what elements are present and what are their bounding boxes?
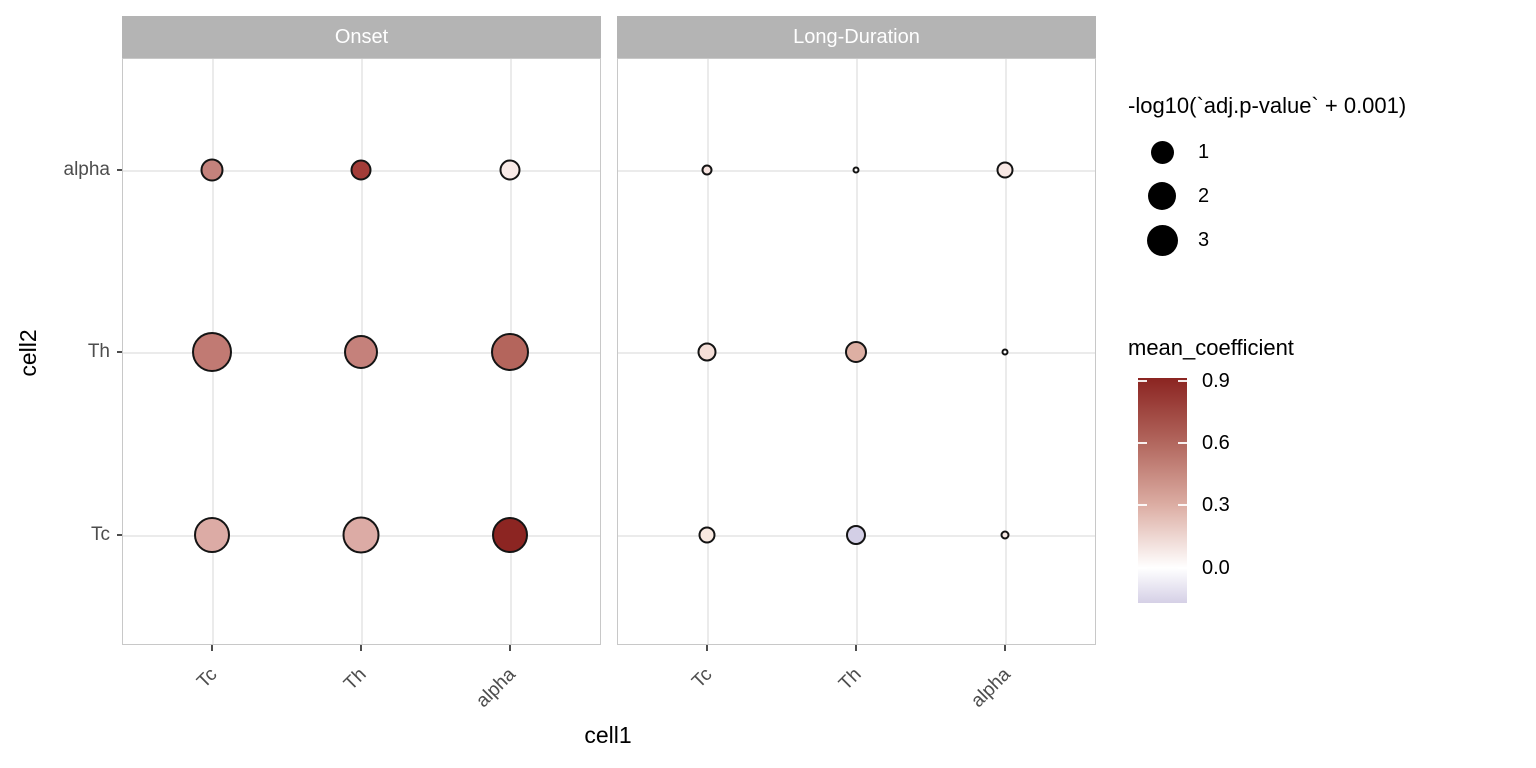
size-legend-dot-icon — [1146, 224, 1178, 256]
x-tick-label: Tc — [193, 664, 222, 693]
colorbar-tick — [1138, 379, 1147, 382]
colorbar-tick — [1138, 503, 1147, 506]
data-point — [701, 164, 713, 176]
x-tick — [360, 645, 362, 651]
y-tick-label: Tc — [91, 523, 110, 545]
colorbar-wrap: 0.9 0.6 0.3 0.0 — [1128, 370, 1294, 618]
data-point — [194, 516, 231, 553]
data-point — [342, 516, 380, 554]
colorbar-label: 0.6 — [1202, 432, 1230, 455]
size-legend-dot-icon — [1148, 182, 1176, 210]
colorbar-label: 0.9 — [1202, 369, 1230, 392]
data-point — [697, 342, 717, 362]
size-legend-dot-icon — [1150, 140, 1174, 164]
x-axis-title: cell1 — [584, 722, 632, 748]
size-legend: -log10(`adj.p-value` + 0.001) 1 2 3 — [1128, 92, 1406, 262]
y-tick-label: alpha — [63, 159, 111, 181]
colorbar-tick — [1138, 442, 1147, 445]
data-point — [344, 335, 379, 370]
x-tick-label: alpha — [471, 664, 520, 712]
data-point — [846, 524, 867, 545]
colorbar-tick — [1178, 503, 1187, 506]
x-tick — [1004, 645, 1006, 651]
colorbar-tick — [1178, 566, 1187, 569]
data-point — [852, 166, 860, 174]
data-point — [200, 158, 224, 182]
colorbar-tick — [1178, 379, 1187, 382]
data-point — [996, 161, 1014, 179]
data-point — [499, 159, 521, 181]
x-tick-label: Th — [339, 664, 371, 695]
x-tick — [855, 645, 857, 651]
x-tick — [706, 645, 708, 651]
data-point — [1000, 530, 1010, 540]
x-tick-label: alpha — [966, 664, 1015, 712]
data-point — [491, 516, 528, 553]
y-tick-label: Th — [87, 341, 110, 363]
facet-strip: Long-Duration — [617, 16, 1096, 58]
color-legend-title: mean_coefficient — [1128, 335, 1294, 360]
data-point — [350, 159, 372, 181]
y-tick — [116, 169, 122, 171]
size-legend-entry: 3 — [1142, 218, 1406, 262]
size-legend-entry: 1 — [1142, 130, 1406, 174]
y-tick — [116, 351, 122, 353]
size-legend-title: -log10(`adj.p-value` + 0.001) — [1128, 93, 1407, 118]
x-tick-label: Th — [834, 664, 866, 695]
size-legend-entry: 2 — [1142, 174, 1406, 218]
data-point — [192, 332, 233, 373]
size-legend-dot-cell — [1142, 224, 1182, 256]
colorbar-tick — [1138, 566, 1147, 569]
colorbar-gradient — [1138, 378, 1187, 603]
color-legend: mean_coefficient 0.9 0.6 0.3 0.0 — [1128, 334, 1294, 618]
colorbar-tick — [1178, 442, 1187, 445]
data-point — [1001, 348, 1009, 356]
size-legend-label: 2 — [1198, 184, 1210, 207]
size-legend-dot-cell — [1142, 140, 1182, 164]
data-point — [698, 526, 716, 544]
size-legend-dot-cell — [1142, 182, 1182, 210]
data-point — [845, 341, 868, 364]
x-tick — [509, 645, 511, 651]
size-legend-label: 3 — [1198, 228, 1210, 251]
colorbar-label: 0.0 — [1202, 556, 1230, 579]
colorbar-label: 0.3 — [1202, 493, 1230, 516]
x-tick — [211, 645, 213, 651]
facet-strip: Onset — [122, 16, 601, 58]
data-point — [490, 333, 529, 372]
y-tick — [116, 534, 122, 536]
x-tick-label: Tc — [688, 664, 717, 693]
size-legend-entries: 1 2 3 — [1128, 130, 1406, 262]
size-legend-label: 1 — [1198, 140, 1210, 163]
